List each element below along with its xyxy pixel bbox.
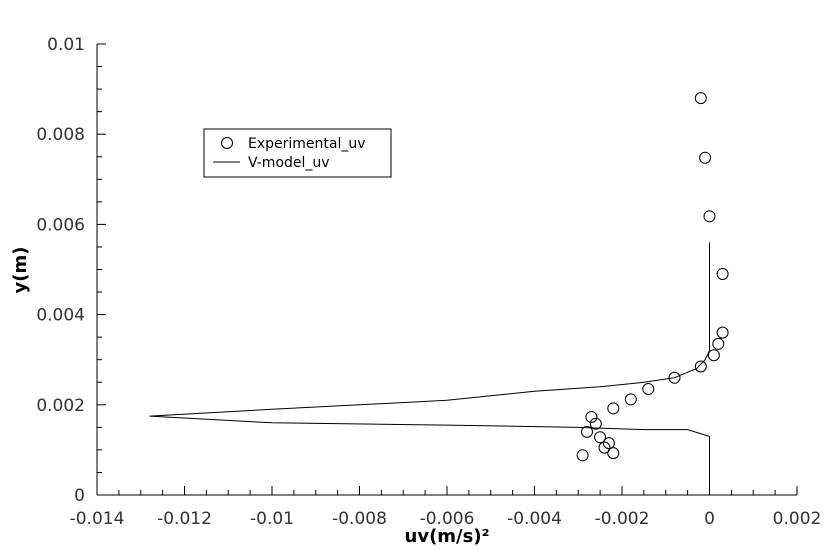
data-point-experimental xyxy=(581,425,593,438)
series-line-vmodel xyxy=(149,242,710,495)
x-tick-label: -0.004 xyxy=(507,509,562,529)
x-tick-label: 0 xyxy=(704,509,715,529)
data-point-experimental xyxy=(703,210,716,223)
legend: Experimental_uv V-model_uv xyxy=(203,128,392,178)
x-tick-label: -0.002 xyxy=(595,509,650,529)
data-point-experimental xyxy=(699,151,712,164)
y-axis-title: y(m) xyxy=(10,247,31,294)
x-tick-label: -0.008 xyxy=(332,509,387,529)
x-tick-label: -0.006 xyxy=(420,509,475,529)
data-point-experimental xyxy=(607,447,620,460)
data-point-experimental xyxy=(594,431,607,444)
x-tick-label: -0.01 xyxy=(250,509,294,529)
y-tick-label: 0.004 xyxy=(36,306,85,326)
y-tick-label: 0.006 xyxy=(36,215,85,235)
legend-marker-experimental xyxy=(221,137,233,149)
data-point-experimental xyxy=(694,92,707,105)
data-point-experimental xyxy=(716,326,729,339)
legend-label-experimental: Experimental_uv xyxy=(248,136,366,152)
y-tick-label: 0.008 xyxy=(36,125,85,145)
data-point-experimental xyxy=(707,349,720,362)
data-point-experimental xyxy=(694,360,707,373)
y-tick-label: 0.002 xyxy=(36,396,85,416)
x-tick-label: 0.002 xyxy=(773,509,822,529)
data-point-experimental xyxy=(712,337,725,350)
axes xyxy=(96,44,797,496)
x-axis-ticks: -0.014 -0.012 -0.01 -0.008 -0.006 -0.004 -0.00… xyxy=(70,486,822,529)
y-axis-ticks: 0 0.002 0.004 0.006 0.008 0.01 xyxy=(36,35,106,506)
data-point-experimental xyxy=(598,441,611,454)
y-tick-label: 0.01 xyxy=(47,35,85,55)
plot-area xyxy=(149,92,729,495)
data-point-experimental xyxy=(716,268,729,280)
data-point-experimental xyxy=(602,437,615,450)
x-tick-label: -0.014 xyxy=(70,509,125,529)
data-point-experimental xyxy=(585,411,598,423)
data-point-experimental xyxy=(589,417,602,430)
x-axis-title: uv(m/s)² xyxy=(405,526,490,547)
data-point-experimental xyxy=(607,402,620,415)
data-point-experimental xyxy=(642,383,655,395)
y-tick-label: 0 xyxy=(74,486,85,506)
x-tick-label: -0.012 xyxy=(157,509,212,529)
legend-box xyxy=(203,128,392,178)
data-point-experimental xyxy=(624,393,637,406)
data-point-experimental xyxy=(668,371,681,384)
data-point-experimental xyxy=(576,449,589,462)
legend-label-vmodel: V-model_uv xyxy=(248,155,330,171)
